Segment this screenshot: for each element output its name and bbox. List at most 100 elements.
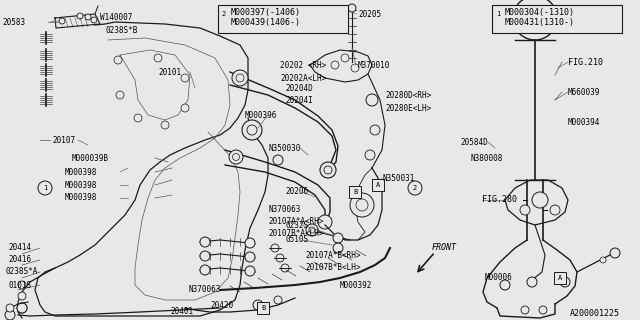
Text: M000398: M000398 bbox=[65, 194, 97, 203]
Text: 0510S: 0510S bbox=[285, 236, 308, 244]
Circle shape bbox=[356, 199, 368, 211]
Text: A: A bbox=[376, 182, 380, 188]
Circle shape bbox=[276, 254, 284, 262]
Text: N350030: N350030 bbox=[268, 143, 300, 153]
Text: 20205: 20205 bbox=[358, 10, 381, 19]
Text: B: B bbox=[353, 189, 357, 195]
Circle shape bbox=[521, 306, 529, 314]
Text: 1: 1 bbox=[496, 11, 500, 17]
Circle shape bbox=[333, 243, 343, 253]
Circle shape bbox=[274, 296, 282, 304]
Text: M660039: M660039 bbox=[568, 87, 600, 97]
Circle shape bbox=[17, 303, 27, 313]
Circle shape bbox=[6, 304, 14, 312]
Text: 20107B*A<LH>: 20107B*A<LH> bbox=[268, 229, 323, 238]
Circle shape bbox=[273, 155, 283, 165]
Circle shape bbox=[245, 252, 255, 262]
Circle shape bbox=[333, 233, 343, 243]
Circle shape bbox=[91, 17, 97, 23]
Text: M000396: M000396 bbox=[245, 110, 277, 119]
Circle shape bbox=[232, 154, 239, 161]
Circle shape bbox=[242, 120, 262, 140]
Circle shape bbox=[320, 162, 336, 178]
Circle shape bbox=[200, 265, 210, 275]
Text: N380008: N380008 bbox=[470, 154, 502, 163]
Circle shape bbox=[134, 114, 142, 122]
Circle shape bbox=[331, 61, 339, 69]
Text: N370063: N370063 bbox=[268, 205, 300, 214]
Circle shape bbox=[154, 54, 162, 62]
Text: 2: 2 bbox=[222, 11, 226, 17]
Circle shape bbox=[17, 303, 27, 313]
Circle shape bbox=[236, 74, 244, 82]
Circle shape bbox=[513, 0, 557, 40]
Circle shape bbox=[408, 181, 422, 195]
Circle shape bbox=[245, 238, 255, 248]
Text: 20101: 20101 bbox=[158, 68, 181, 76]
Circle shape bbox=[348, 4, 356, 12]
Circle shape bbox=[520, 205, 530, 215]
Text: 20202 <RH>: 20202 <RH> bbox=[280, 60, 326, 69]
Circle shape bbox=[232, 70, 248, 86]
Bar bbox=[372, 179, 384, 191]
Text: M000392: M000392 bbox=[340, 281, 372, 290]
Circle shape bbox=[281, 264, 289, 272]
Text: M00006: M00006 bbox=[485, 274, 513, 283]
Circle shape bbox=[161, 121, 169, 129]
Circle shape bbox=[351, 64, 359, 72]
Circle shape bbox=[324, 166, 332, 174]
Bar bbox=[218, 5, 348, 33]
Text: 20280D<RH>: 20280D<RH> bbox=[385, 91, 431, 100]
Text: M000398: M000398 bbox=[65, 167, 97, 177]
Text: 20107B*B<LH>: 20107B*B<LH> bbox=[305, 262, 360, 271]
Text: 20280E<LH>: 20280E<LH> bbox=[385, 103, 431, 113]
Circle shape bbox=[219, 9, 229, 19]
Text: M000397(-1406): M000397(-1406) bbox=[231, 7, 301, 17]
Circle shape bbox=[77, 13, 83, 19]
Circle shape bbox=[530, 13, 540, 23]
Circle shape bbox=[560, 277, 570, 287]
Circle shape bbox=[493, 9, 503, 19]
Bar bbox=[492, 5, 622, 33]
Circle shape bbox=[527, 277, 537, 287]
Circle shape bbox=[318, 215, 332, 229]
Bar bbox=[349, 186, 361, 198]
Text: 1: 1 bbox=[43, 185, 47, 191]
Circle shape bbox=[116, 91, 124, 99]
Text: 20204D: 20204D bbox=[285, 84, 313, 92]
Circle shape bbox=[366, 94, 378, 106]
Circle shape bbox=[523, 6, 547, 30]
Text: M000431(1310-): M000431(1310-) bbox=[505, 18, 575, 27]
Text: A200001225: A200001225 bbox=[570, 309, 620, 318]
Circle shape bbox=[365, 150, 375, 160]
Circle shape bbox=[370, 125, 380, 135]
Text: FIG.280: FIG.280 bbox=[482, 196, 517, 204]
Circle shape bbox=[550, 205, 560, 215]
Circle shape bbox=[18, 292, 26, 300]
Circle shape bbox=[532, 192, 548, 208]
Text: 20204I: 20204I bbox=[285, 95, 313, 105]
Text: M000394: M000394 bbox=[568, 117, 600, 126]
Circle shape bbox=[306, 224, 318, 236]
Circle shape bbox=[59, 18, 65, 24]
Circle shape bbox=[253, 300, 263, 310]
Bar bbox=[257, 302, 269, 314]
Circle shape bbox=[85, 14, 91, 20]
Text: 20107A*A<RH>: 20107A*A<RH> bbox=[268, 218, 323, 227]
Circle shape bbox=[271, 244, 279, 252]
Text: 2: 2 bbox=[413, 185, 417, 191]
Text: A: A bbox=[558, 275, 562, 281]
Circle shape bbox=[200, 237, 210, 247]
Text: 20414: 20414 bbox=[8, 244, 31, 252]
Text: 20401: 20401 bbox=[170, 308, 193, 316]
Text: M000439(1406-): M000439(1406-) bbox=[231, 18, 301, 27]
Text: M000304(-1310): M000304(-1310) bbox=[505, 7, 575, 17]
Text: 20202A<LH>: 20202A<LH> bbox=[280, 74, 326, 83]
Circle shape bbox=[245, 266, 255, 276]
Text: 0238S*B: 0238S*B bbox=[105, 26, 138, 35]
Text: N370063: N370063 bbox=[188, 285, 220, 294]
Text: 20107: 20107 bbox=[52, 135, 75, 145]
Circle shape bbox=[610, 248, 620, 258]
Text: N350031: N350031 bbox=[382, 173, 414, 182]
Text: B: B bbox=[261, 305, 265, 311]
